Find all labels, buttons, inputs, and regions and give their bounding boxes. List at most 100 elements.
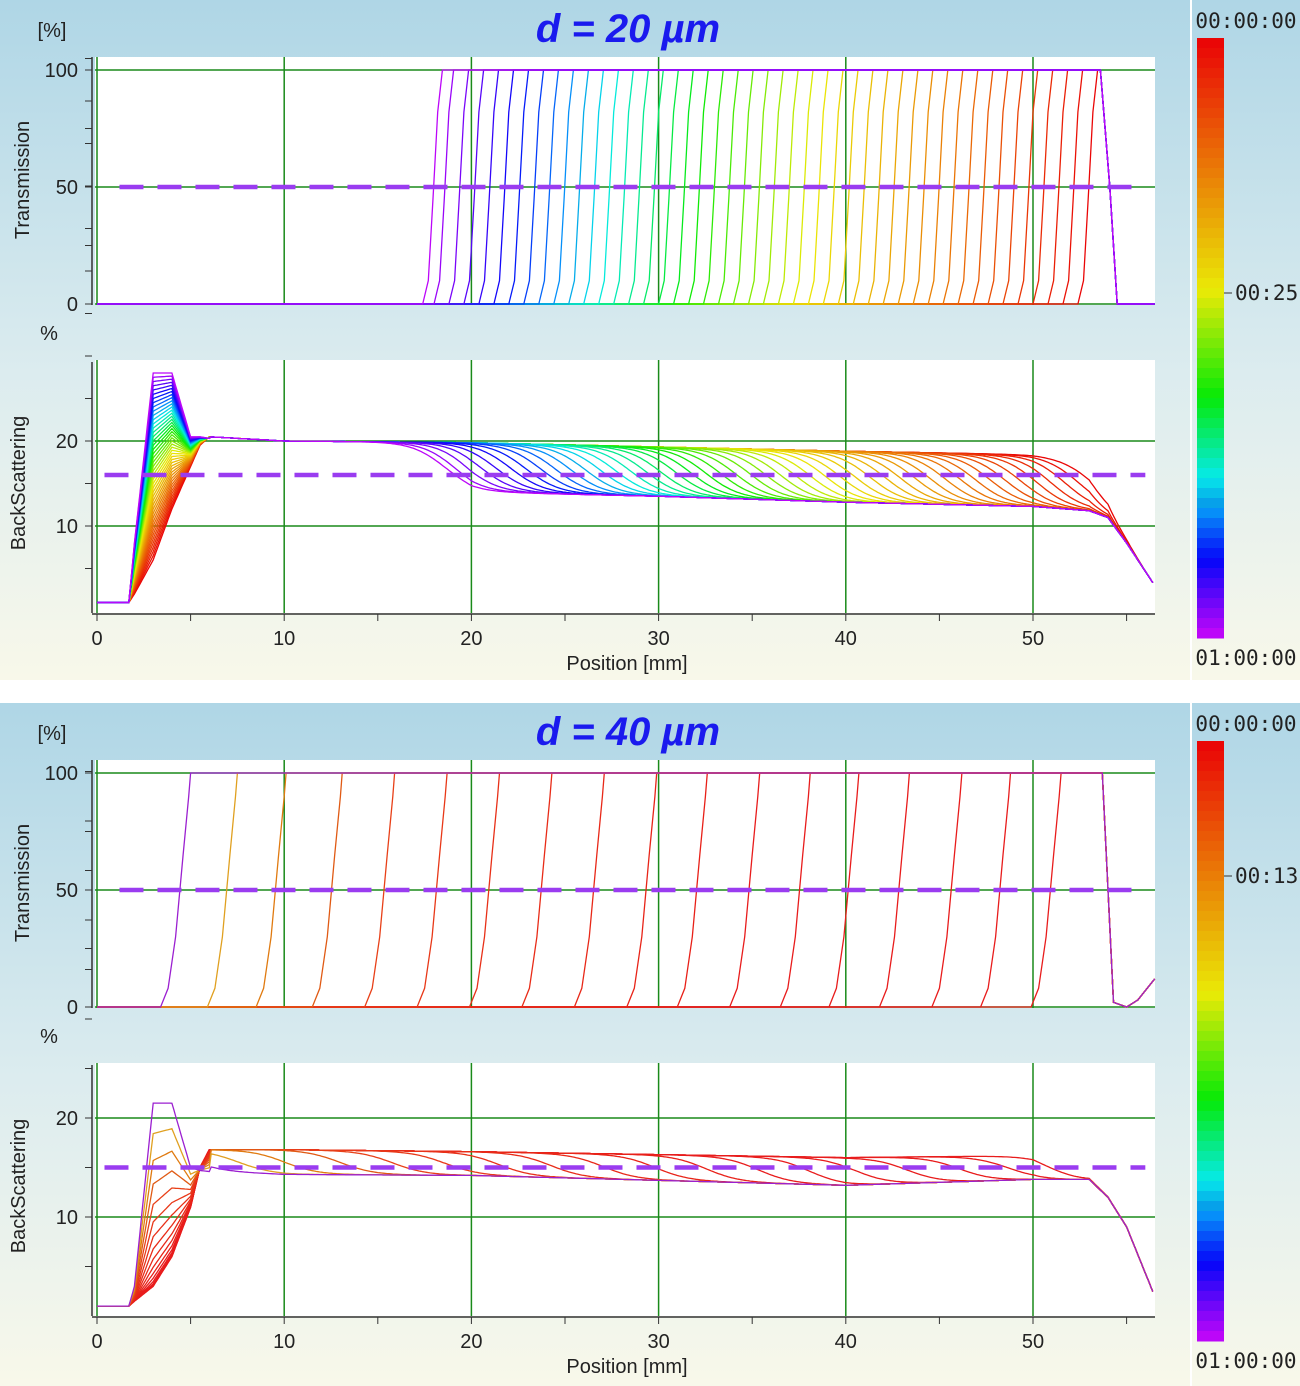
colorbar-segment <box>1197 158 1224 169</box>
transmission-y-tick-label: 50 <box>56 177 78 199</box>
colorbar-segment <box>1197 628 1224 639</box>
colorbar-segment <box>1197 178 1224 189</box>
colorbar-segment <box>1197 138 1224 149</box>
colorbar-segment <box>1197 1231 1224 1242</box>
transmission-unit-label: [%] <box>38 20 67 42</box>
transmission-curve <box>97 69 1155 305</box>
colorbar-segment <box>1197 238 1224 249</box>
colorbar-segment <box>1197 298 1224 309</box>
backscattering-curve <box>97 372 1154 604</box>
colorbar-segment <box>1197 368 1224 379</box>
colorbar-segment <box>1197 508 1224 519</box>
colorbar-segment <box>1197 1101 1224 1112</box>
backscattering-unit-label: % <box>40 323 58 345</box>
x-axis-label: Position [mm] <box>566 1356 687 1378</box>
colorbar-segment <box>1197 1321 1224 1332</box>
colorbar-segment <box>1197 741 1224 752</box>
colorbar-segment <box>1197 168 1224 179</box>
colorbar-segment <box>1197 1141 1224 1152</box>
chart-title: d = 20 µm <box>536 7 720 51</box>
colorbar-segment <box>1197 811 1224 822</box>
colorbar-segment <box>1197 1311 1224 1322</box>
colorbar-segment <box>1197 831 1224 842</box>
colorbar-segment <box>1197 901 1224 912</box>
colorbar-segment <box>1197 278 1224 289</box>
colorbar-segment <box>1197 1301 1224 1312</box>
x-tick-label: 30 <box>647 628 669 650</box>
colorbar-segment <box>1197 1031 1224 1042</box>
colorbar-segment <box>1197 801 1224 812</box>
colorbar-segment <box>1197 1131 1224 1142</box>
colorbar: 00:00:00 00:13: 01:00:00 <box>1195 712 1300 1373</box>
colorbar-segment <box>1197 1051 1224 1062</box>
colorbar-segment <box>1197 198 1224 209</box>
x-tick-label: 0 <box>91 1331 102 1353</box>
colorbar-segment <box>1197 478 1224 489</box>
colorbar-segment <box>1197 1171 1224 1182</box>
chart-panel-1: d = 40 µm [%]% 0 50 100 10 20 0 10 20 30 40 50 Positi… <box>8 710 1300 1378</box>
colorbar-segment <box>1197 1331 1224 1342</box>
colorbar-segment <box>1197 288 1224 299</box>
backscattering-y-tick-label: 20 <box>56 1108 78 1130</box>
backscattering-curve <box>97 1102 1154 1307</box>
colorbar-segment <box>1197 118 1224 129</box>
colorbar-segment <box>1197 378 1224 389</box>
colorbar-segment <box>1197 488 1224 499</box>
colorbar-segment <box>1197 88 1224 99</box>
colorbar-segment <box>1197 1191 1224 1202</box>
colorbar-segment <box>1197 38 1224 49</box>
colorbar-segment <box>1197 558 1224 569</box>
colorbar-segment <box>1197 268 1224 279</box>
colorbar-segment <box>1197 821 1224 832</box>
colorbar-segment <box>1197 1161 1224 1172</box>
colorbar-label-middle: 00:13: <box>1235 864 1300 888</box>
backscattering-y-tick-label: 10 <box>56 1207 78 1229</box>
transmission-y-tick-label: 100 <box>45 763 78 785</box>
colorbar-segment <box>1197 1151 1224 1162</box>
colorbar-segment <box>1197 208 1224 219</box>
colorbar-segment <box>1197 318 1224 329</box>
colorbar-label-middle: 00:25: <box>1235 281 1300 305</box>
colorbar-label-top: 00:00:00 <box>1195 9 1296 33</box>
colorbar-label-top: 00:00:00 <box>1195 712 1296 736</box>
x-tick-label: 30 <box>647 1331 669 1353</box>
colorbar-segment <box>1197 861 1224 872</box>
colorbar-segment <box>1197 568 1224 579</box>
chart-panel-0: d = 20 µm [%]% 0 50 100 10 20 0 10 20 30 40 50 Positi… <box>8 7 1300 675</box>
colorbar-segment <box>1197 388 1224 399</box>
colorbar-segment <box>1197 608 1224 619</box>
colorbar-segment <box>1197 148 1224 159</box>
colorbar-segment <box>1197 538 1224 549</box>
colorbar-segment <box>1197 1111 1224 1122</box>
colorbar-segment <box>1197 1261 1224 1272</box>
transmission-y-axis-label: Transmission <box>12 121 34 239</box>
colorbar-segment <box>1197 438 1224 449</box>
colorbar-segment <box>1197 418 1224 429</box>
colorbar-segment <box>1197 761 1224 772</box>
colorbar: 00:00:00 00:25: 01:00:00 <box>1195 9 1300 670</box>
colorbar-segment <box>1197 1001 1224 1012</box>
colorbar-segment <box>1197 228 1224 239</box>
x-tick-label: 50 <box>1022 628 1044 650</box>
colorbar-segment <box>1197 1241 1224 1252</box>
colorbar-segment <box>1197 578 1224 589</box>
colorbar-segment <box>1197 1281 1224 1292</box>
colorbar-label-bottom: 01:00:00 <box>1195 1349 1296 1373</box>
colorbar-segment <box>1197 1041 1224 1052</box>
colorbar-segment <box>1197 1091 1224 1102</box>
colorbar-segment <box>1197 981 1224 992</box>
x-tick-label: 10 <box>273 628 295 650</box>
backscattering-y-axis-label: BackScattering <box>8 1119 30 1254</box>
colorbar-segment <box>1197 588 1224 599</box>
colorbar-segment <box>1197 991 1224 1002</box>
colorbar-segment <box>1197 971 1224 982</box>
colorbar-segment <box>1197 1071 1224 1082</box>
colorbar-segment <box>1197 548 1224 559</box>
chart-title: d = 40 µm <box>536 710 720 754</box>
colorbar-segment <box>1197 308 1224 319</box>
colorbar-segment <box>1197 68 1224 79</box>
transmission-plot-area <box>95 760 1155 1008</box>
x-tick-label: 50 <box>1022 1331 1044 1353</box>
colorbar-segment <box>1197 1221 1224 1232</box>
